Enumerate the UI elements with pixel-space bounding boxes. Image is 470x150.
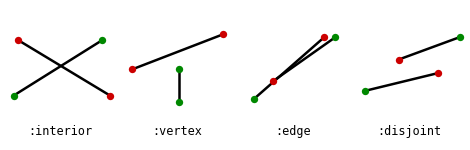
Point: [395, 58, 402, 61]
Point: [175, 68, 183, 70]
Point: [175, 101, 183, 104]
Point: [129, 68, 136, 70]
Text: :disjoint: :disjoint: [378, 125, 442, 138]
Point: [456, 36, 463, 38]
Point: [219, 33, 227, 35]
Point: [269, 80, 277, 82]
Point: [321, 36, 328, 38]
Text: :vertex: :vertex: [152, 125, 202, 138]
Point: [434, 72, 441, 74]
Point: [251, 97, 258, 100]
Point: [10, 94, 17, 97]
Point: [361, 90, 369, 92]
Text: :edge: :edge: [275, 125, 311, 138]
Text: :interior: :interior: [28, 125, 92, 138]
Point: [332, 36, 339, 38]
Point: [106, 94, 114, 97]
Point: [99, 39, 106, 41]
Point: [14, 39, 22, 41]
